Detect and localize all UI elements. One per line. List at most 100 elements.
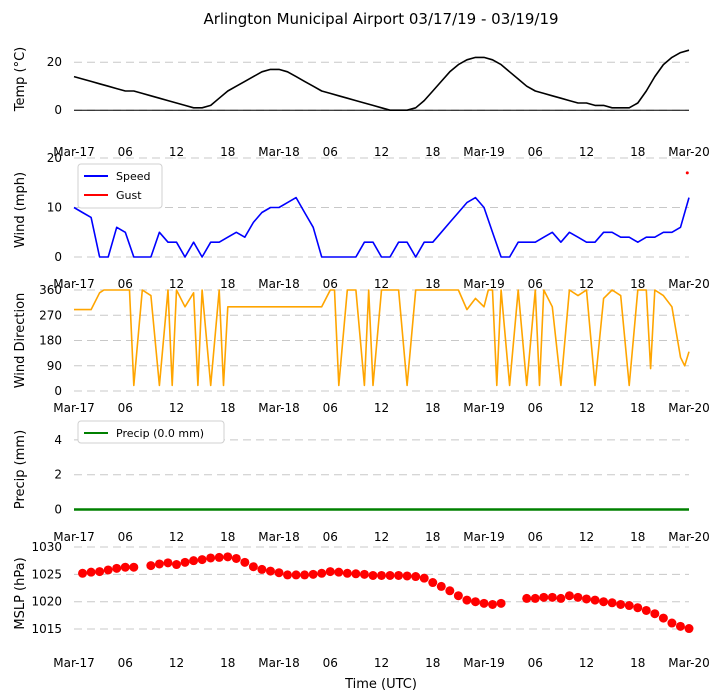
panel-wind_direction: 0 90 180 270 360 Wind Direction Mar-17 06 12 18 Ma… [13,283,710,415]
y-tick-label: 10 [47,201,62,215]
panel-precip: 0 2 4 Precip (mm) Mar-17 06 12 18 Mar-18 06 12 18 Ma… [13,420,710,544]
series-line-speed [73,196,690,258]
x-tick-label: Mar-17 [53,656,94,670]
x-tick-label: 18 [425,656,440,670]
x-tick-label: Mar-17 [53,530,94,544]
data-point-mslp [436,581,446,591]
x-tick-label: Mar-19 [463,401,504,415]
data-point-mslp [265,566,275,576]
data-point-mslp [248,562,258,572]
data-point-mslp [240,557,250,567]
x-tick-label: 12 [169,401,184,415]
y-tick-label: 2 [54,468,62,482]
y-axis-label: Temp (°C) [13,47,28,113]
data-point-mslp [394,570,404,580]
x-tick-label: 06 [323,401,338,415]
data-point-mslp [462,595,472,605]
y-tick-label: 1030 [31,540,62,554]
x-tick-label: 12 [579,656,594,670]
data-point-mslp [78,568,88,578]
legend: Precip (0.0 mm) [77,420,225,444]
y-tick-label: 1015 [31,622,62,636]
data-point-mslp [180,557,190,567]
x-tick-label: Mar-18 [258,145,299,159]
data-point-mslp [419,573,429,583]
x-tick-label: 18 [220,277,235,291]
y-tick-label: 4 [54,433,62,447]
data-point-mslp [377,570,386,580]
x-tick-label: 12 [374,530,389,544]
x-tick-label: Mar-19 [463,656,504,670]
x-tick-label: 12 [579,145,594,159]
data-point-mslp [351,569,361,579]
x-tick-label: 06 [323,145,338,159]
x-tick-label: 12 [374,401,389,415]
data-point-mslp [257,564,267,574]
y-tick-label: 1020 [31,595,62,609]
data-point-mslp [342,568,352,578]
data-point-mslp [300,570,310,580]
x-tick-label: 06 [118,277,133,291]
y-tick-label: 270 [39,308,62,322]
legend-label: Speed [116,170,150,183]
data-point-mslp [385,570,395,580]
data-point-mslp [616,599,626,609]
x-tick-label: Mar-17 [53,145,94,159]
y-axis-label: Wind (mph) [13,172,28,248]
data-point-mslp [488,599,498,609]
x-tick-label: 06 [528,145,543,159]
legend-box [77,420,225,444]
data-point-mslp [411,572,421,582]
data-point-mslp [308,569,318,579]
x-tick-label: Mar-20 [668,277,709,291]
data-point-mslp [453,591,463,601]
data-point-mslp [590,595,600,605]
data-point-mslp [120,562,130,572]
y-tick-label: 20 [47,151,62,165]
y-tick-label: 0 [54,250,62,264]
x-tick-label: 06 [528,277,543,291]
data-point-mslp [103,565,113,575]
data-point-mslp [539,592,549,602]
x-tick-label: Mar-17 [53,401,94,415]
data-point-mslp [95,567,105,577]
x-tick-label: 18 [425,145,440,159]
x-tick-label: 18 [425,530,440,544]
data-point-mslp [564,591,574,601]
data-point-mslp [172,560,181,570]
y-tick-label: 180 [39,334,62,348]
x-tick-label: Mar-19 [463,145,504,159]
data-point-mslp [445,586,455,596]
data-point-mslp [658,613,668,623]
data-point-mslp [189,556,199,566]
x-tick-label: 06 [528,656,543,670]
series-line-direction [74,289,690,387]
x-tick-label: Mar-18 [258,401,299,415]
x-tick-label: 18 [220,530,235,544]
x-tick-label: 06 [528,401,543,415]
data-point-mslp [650,609,660,619]
data-point-mslp [197,555,207,565]
data-point-mslp [325,567,335,577]
data-point-mslp [582,594,591,604]
x-tick-label: 18 [425,401,440,415]
y-axis-label: Wind Direction [13,293,28,389]
data-point-mslp [154,559,164,569]
y-tick-label: 20 [47,55,62,69]
data-point-mslp [223,552,233,562]
x-tick-label: Mar-19 [463,530,504,544]
x-tick-label: 18 [220,656,235,670]
series-line-temp [73,49,690,111]
x-tick-label: 06 [528,530,543,544]
legend: Speed Gust [77,163,163,209]
x-tick-label: Mar-17 [53,277,94,291]
y-tick-label: 1025 [31,567,62,581]
x-tick-label: 12 [374,656,389,670]
data-point-mslp [231,553,241,563]
x-tick-label: Mar-20 [668,401,709,415]
x-tick-label: 18 [220,145,235,159]
x-tick-label: 12 [579,277,594,291]
data-point-mslp [163,558,173,568]
data-point-mslp [684,624,694,634]
